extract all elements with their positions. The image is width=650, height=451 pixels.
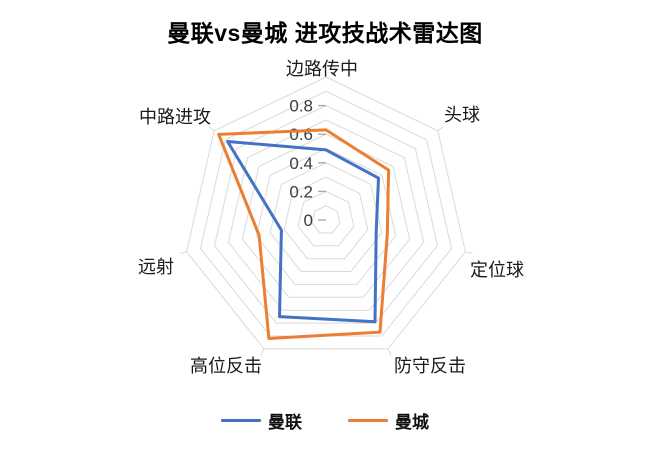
axis-outer-tick — [437, 126, 444, 132]
category-label-4: 高位反击 — [190, 356, 262, 376]
grid-ring — [297, 190, 355, 247]
category-label-5: 远射 — [138, 257, 174, 277]
category-label-6: 中路进攻 — [139, 107, 211, 127]
legend-swatch-1 — [348, 419, 388, 422]
series-line-1 — [217, 128, 391, 340]
value-tick-label: 0.4 — [289, 154, 313, 173]
category-label-0: 边路传中 — [286, 59, 358, 79]
value-tick-label: 0.6 — [289, 125, 313, 144]
axis-outer-tick — [260, 348, 265, 356]
grid-ring — [283, 176, 369, 260]
legend-item-1: 曼城 — [348, 408, 429, 433]
grid-ring — [311, 205, 341, 234]
legend-label-1: 曼城 — [395, 413, 429, 432]
chart-legend: 曼联 曼城 — [0, 408, 650, 433]
legend-item-0: 曼联 — [221, 408, 302, 433]
grid-rings — [179, 70, 473, 356]
axis-outer-tick — [387, 348, 392, 356]
legend-swatch-0 — [221, 419, 261, 422]
legend-label-0: 曼联 — [268, 413, 302, 432]
grid-ring — [241, 133, 411, 298]
axis-outer-tick — [179, 251, 187, 254]
category-label-2: 定位球 — [470, 260, 524, 280]
axis-outer-tick — [208, 126, 215, 132]
grid-ring — [186, 76, 466, 350]
axis-outer-tick — [465, 251, 473, 254]
value-tick-label: 0.8 — [289, 97, 313, 116]
grid-ring — [269, 162, 383, 272]
category-label-3: 防守反击 — [394, 356, 466, 376]
value-tick-label: 0.2 — [289, 182, 313, 201]
value-axis: 0 0.2 0.4 0.6 0.8 — [289, 97, 326, 230]
grid-ring — [255, 147, 397, 285]
series-line-0 — [226, 140, 380, 324]
category-label-1: 头球 — [444, 105, 480, 125]
grid-ring — [199, 90, 453, 337]
value-tick-label: 0 — [304, 211, 313, 230]
chart-title: 曼联vs曼城 进攻技战术雷达图 — [167, 20, 483, 46]
grid-ring — [213, 105, 439, 324]
